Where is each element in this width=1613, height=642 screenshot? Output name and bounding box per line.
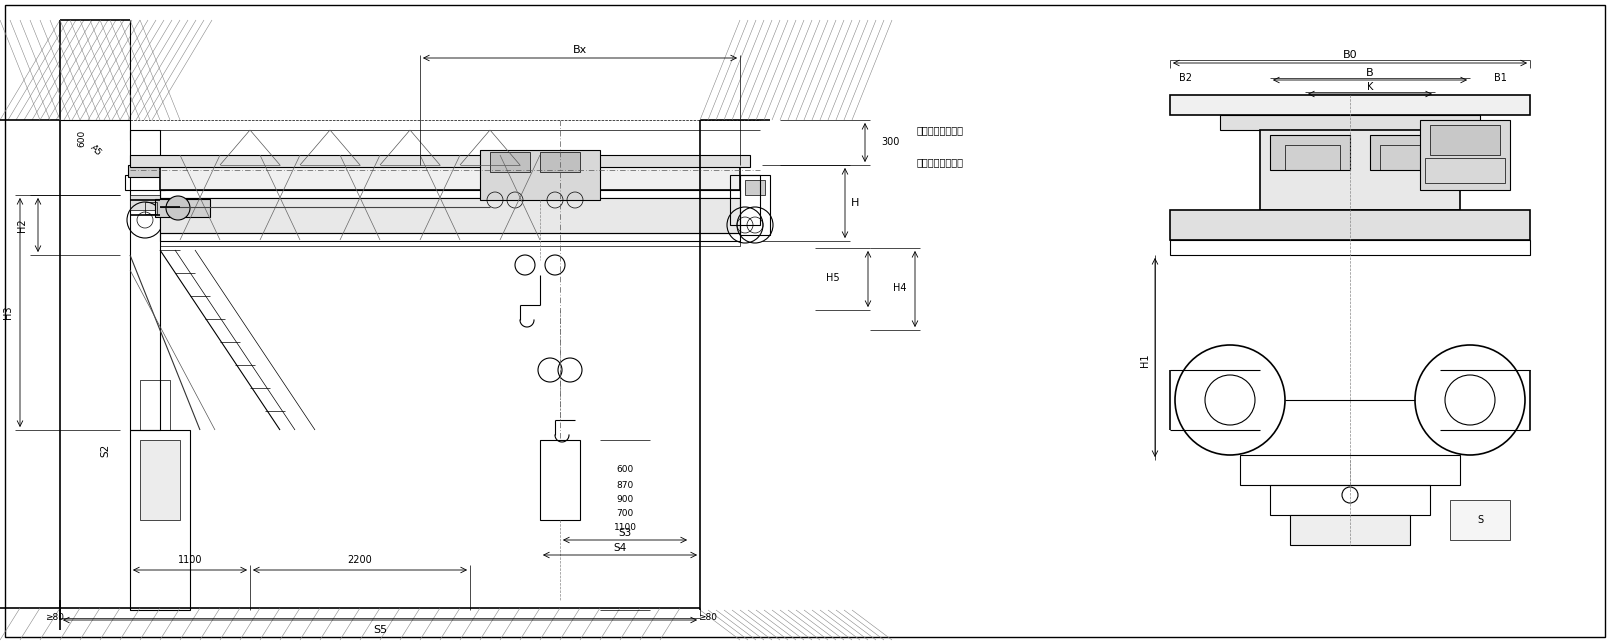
Text: ≥80: ≥80 xyxy=(698,612,718,621)
Bar xyxy=(1450,500,1510,540)
Text: 300: 300 xyxy=(881,137,898,147)
Text: S2: S2 xyxy=(100,444,110,456)
Bar xyxy=(160,233,740,241)
Bar xyxy=(540,440,581,520)
Bar xyxy=(1240,455,1460,485)
Text: Bx: Bx xyxy=(573,45,587,55)
Bar xyxy=(1219,115,1481,130)
Text: 室内用小径最高点: 室内用小径最高点 xyxy=(916,157,963,167)
Bar xyxy=(155,199,210,217)
Bar xyxy=(160,165,740,190)
Text: H1: H1 xyxy=(1140,353,1150,367)
Text: S: S xyxy=(1478,515,1482,525)
Text: S5: S5 xyxy=(373,625,387,635)
Bar xyxy=(140,380,169,430)
Text: B2: B2 xyxy=(1179,73,1192,83)
Bar xyxy=(1169,240,1531,255)
Bar xyxy=(124,175,165,190)
Bar xyxy=(1169,210,1531,240)
Bar xyxy=(145,202,156,214)
Text: A5: A5 xyxy=(89,143,103,157)
Text: S4: S4 xyxy=(613,543,626,553)
Bar xyxy=(490,152,531,172)
Bar xyxy=(481,150,600,200)
Bar xyxy=(131,195,160,210)
Text: 600: 600 xyxy=(77,130,87,146)
Text: K: K xyxy=(1366,82,1373,92)
Bar xyxy=(1369,135,1440,170)
Text: 1100: 1100 xyxy=(177,555,202,565)
Bar xyxy=(1269,485,1431,515)
Bar xyxy=(1290,515,1410,545)
Bar xyxy=(160,190,740,198)
Bar xyxy=(1269,135,1350,170)
Bar xyxy=(131,130,160,430)
Text: B0: B0 xyxy=(1342,50,1357,60)
Bar xyxy=(731,175,760,225)
Bar xyxy=(160,198,740,233)
Bar xyxy=(740,175,769,235)
Bar xyxy=(160,241,740,246)
Text: H: H xyxy=(850,198,860,208)
Bar xyxy=(1431,125,1500,155)
Bar xyxy=(131,155,750,167)
Text: H2: H2 xyxy=(18,218,27,232)
Text: 870: 870 xyxy=(616,480,634,489)
Text: 900: 900 xyxy=(616,496,634,505)
Text: H4: H4 xyxy=(894,283,907,293)
Text: ≥80: ≥80 xyxy=(45,612,65,621)
Text: S3: S3 xyxy=(618,528,632,538)
Bar xyxy=(1169,95,1531,115)
Bar xyxy=(1260,130,1460,210)
Bar xyxy=(1381,145,1424,170)
Bar xyxy=(745,180,765,195)
Text: 室外用小径最高点: 室外用小径最高点 xyxy=(916,125,963,135)
Bar xyxy=(1286,145,1340,170)
Circle shape xyxy=(166,196,190,220)
Text: H5: H5 xyxy=(826,273,840,283)
Text: H3: H3 xyxy=(3,305,13,318)
Bar xyxy=(140,440,181,520)
Text: 600: 600 xyxy=(616,465,634,474)
Text: B: B xyxy=(1366,68,1374,78)
Text: 2200: 2200 xyxy=(348,555,373,565)
Bar xyxy=(131,430,190,610)
Text: B1: B1 xyxy=(1494,73,1507,83)
Bar xyxy=(1419,120,1510,190)
Bar xyxy=(540,152,581,172)
Text: 1100: 1100 xyxy=(613,523,637,532)
Bar xyxy=(127,165,161,177)
Text: 700: 700 xyxy=(616,508,634,517)
Bar xyxy=(1424,158,1505,183)
